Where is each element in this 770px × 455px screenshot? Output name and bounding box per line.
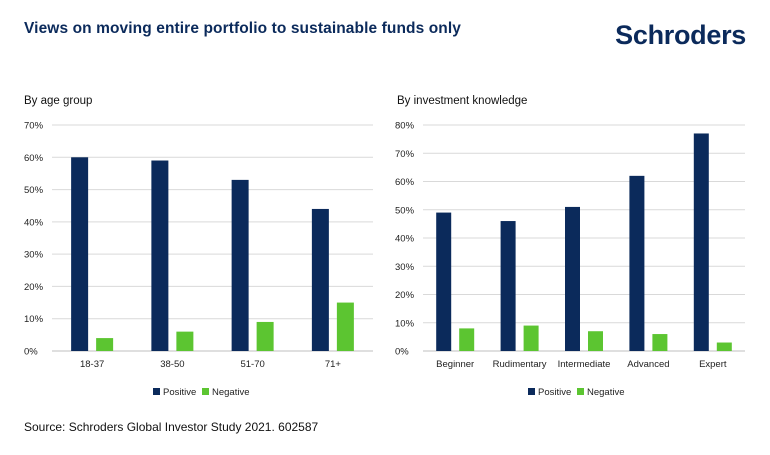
legend-swatch-negative — [577, 388, 584, 395]
y-tick-label: 70% — [395, 149, 415, 160]
y-tick-label: 30% — [395, 262, 415, 273]
bar-negative-beginner — [459, 328, 475, 351]
bar-positive-advanced — [629, 175, 645, 351]
bar-positive-18-37 — [71, 157, 89, 351]
legend-label-negative: Negative — [587, 387, 625, 398]
chart-title-investment-knowledge: By investment knowledge — [397, 95, 528, 107]
legend-label-negative: Negative — [212, 387, 250, 398]
bar-positive-expert — [693, 133, 709, 351]
x-tick-label: Intermediate — [558, 359, 611, 370]
y-tick-label: 80% — [395, 121, 415, 132]
bar-positive-51-70 — [231, 179, 249, 351]
bar-positive-38-50 — [151, 160, 169, 351]
y-tick-label: 20% — [395, 290, 415, 301]
x-tick-label: Expert — [699, 359, 727, 370]
y-tick-label: 50% — [24, 185, 44, 196]
y-tick-label: 70% — [24, 121, 44, 132]
page-title: Views on moving entire portfolio to sust… — [24, 20, 461, 37]
legend-swatch-negative — [202, 388, 209, 395]
x-tick-label: Rudimentary — [493, 359, 547, 370]
bar-negative-intermediate — [588, 331, 603, 351]
x-tick-label: 71+ — [325, 359, 342, 370]
y-tick-label: 40% — [395, 234, 415, 245]
chart-title-age-group: By age group — [24, 95, 93, 107]
x-tick-label: 38-50 — [160, 359, 184, 370]
x-tick-label: Advanced — [627, 359, 669, 370]
y-tick-label: 60% — [395, 177, 415, 188]
bar-positive-beginner — [436, 212, 452, 351]
legend-label-positive: Positive — [163, 387, 196, 398]
y-tick-label: 0% — [24, 347, 38, 358]
x-tick-label: Beginner — [436, 359, 474, 370]
bar-negative-38-50 — [176, 331, 194, 351]
bar-negative-expert — [716, 342, 732, 351]
y-tick-label: 30% — [24, 250, 44, 261]
legend-label-positive: Positive — [538, 387, 571, 398]
legend-swatch-positive — [528, 388, 535, 395]
y-tick-label: 10% — [24, 314, 44, 325]
bar-positive-rudimentary — [500, 221, 516, 351]
bar-negative-18-37 — [96, 338, 114, 351]
bar-negative-71- — [336, 302, 354, 351]
legend-swatch-positive — [153, 388, 160, 395]
y-tick-label: 20% — [24, 282, 44, 293]
source-note: Source: Schroders Global Investor Study … — [24, 420, 319, 434]
bar-positive-71- — [311, 208, 329, 351]
bar-negative-rudimentary — [523, 325, 539, 351]
bar-negative-advanced — [652, 334, 668, 351]
bar-positive-intermediate — [565, 206, 580, 351]
x-tick-label: 51-70 — [240, 359, 264, 370]
schroders-logo: Schroders — [615, 20, 746, 50]
y-tick-label: 0% — [395, 347, 409, 358]
y-tick-label: 10% — [395, 318, 415, 329]
y-tick-label: 40% — [24, 217, 44, 228]
y-tick-label: 60% — [24, 153, 44, 164]
bar-negative-51-70 — [256, 321, 274, 351]
y-tick-label: 50% — [395, 205, 415, 216]
x-tick-label: 18-37 — [80, 359, 104, 370]
